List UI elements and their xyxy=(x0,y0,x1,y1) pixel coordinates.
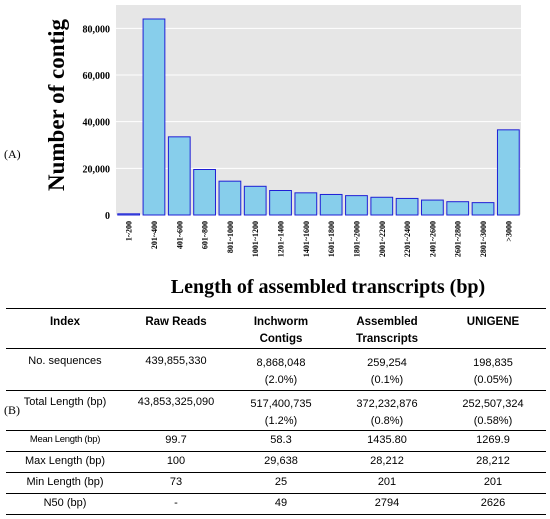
y-tick-label: 40,000 xyxy=(83,118,111,129)
y-axis-label: Number of contig xyxy=(44,18,69,191)
cell: 201 xyxy=(440,472,546,494)
bar xyxy=(117,213,141,216)
bar xyxy=(370,196,394,216)
bar-chart: 0 20,000 40,000 60,000 80,000 1~200 201~400 40… xyxy=(44,5,521,298)
x-tick-label: 1~200 xyxy=(125,221,134,241)
bar xyxy=(142,18,166,216)
row-label: N50 (bp) xyxy=(6,493,124,515)
cell: 8,868,048 (2.0%) xyxy=(228,348,334,391)
cell: 58.3 xyxy=(228,430,334,452)
cell: 259,254 (0.1%) xyxy=(334,348,440,391)
table-row: Min Length (bp) 73 25 201 201 xyxy=(6,472,546,494)
cell: 25 xyxy=(228,472,334,494)
x-tick-label: 1001~1200 xyxy=(251,221,260,257)
table-row: No. sequences 439,855,330 8,868,048 (2.0%… xyxy=(6,348,546,391)
row-label: Min Length (bp) xyxy=(6,472,124,494)
x-tick-label: 601~800 xyxy=(201,221,210,249)
x-tick-label: 401~600 xyxy=(175,221,184,249)
cell: 1269.9 xyxy=(440,430,546,452)
cell: 49 xyxy=(228,493,334,515)
header-assembled-transcripts: Assembled Transcripts xyxy=(334,308,440,349)
bar xyxy=(167,136,191,216)
header-inchworm-contigs: Inchworm Contigs xyxy=(228,308,334,349)
bar xyxy=(193,169,216,216)
bar xyxy=(496,129,520,216)
table-row: Max Length (bp) 100 29,638 28,212 28,212 xyxy=(6,451,546,473)
stats-table: Index Raw Reads Inchworm Contigs Assemble… xyxy=(6,308,546,515)
y-tick-label: 20,000 xyxy=(83,164,111,175)
cell: 439,855,330 xyxy=(124,348,228,391)
cell: 28,212 xyxy=(334,451,440,473)
x-tick-label: 1601~1800 xyxy=(327,221,336,257)
cell: 517,400,735 (1.2%) xyxy=(228,390,334,431)
y-tick-label: 0 xyxy=(105,211,110,222)
header-index: Index xyxy=(6,308,124,349)
row-label: No. sequences xyxy=(6,348,124,391)
y-tick-labels: 0 20,000 40,000 60,000 80,000 xyxy=(83,24,111,222)
cell: 99.7 xyxy=(124,430,228,452)
x-tick-label: 2601~2800 xyxy=(454,221,463,257)
bar xyxy=(471,202,495,216)
cell: 252,507,324 (0.58%) xyxy=(440,390,546,431)
cell: 2626 xyxy=(440,493,546,515)
bar xyxy=(319,193,343,216)
cell: 2794 xyxy=(334,493,440,515)
cell: - xyxy=(124,493,228,515)
bar xyxy=(446,201,470,216)
x-tick-label: 201~400 xyxy=(150,221,159,249)
cell: 28,212 xyxy=(440,451,546,473)
bar xyxy=(269,190,292,216)
row-label: Total Length (bp) xyxy=(6,390,124,431)
x-tick-label: 2001~2200 xyxy=(378,221,387,257)
cell: 43,853,325,090 xyxy=(124,390,228,431)
cell: 100 xyxy=(124,451,228,473)
cell: 1435.80 xyxy=(334,430,440,452)
panel-label-a: (A) xyxy=(4,147,21,161)
bars xyxy=(117,18,520,216)
header-raw-reads: Raw Reads xyxy=(124,308,228,349)
bar xyxy=(218,180,242,216)
cell: 73 xyxy=(124,472,228,494)
x-tick-labels: 1~200 201~400 401~600 601~800 801~1000 1001~1… xyxy=(125,221,514,257)
x-tick-label: >3000 xyxy=(504,221,513,242)
y-tick-label: 80,000 xyxy=(83,24,111,35)
bar xyxy=(395,197,419,216)
bar xyxy=(243,185,267,216)
row-label: Max Length (bp) xyxy=(6,451,124,473)
row-label: Mean Length (bp) xyxy=(6,430,124,452)
bar xyxy=(345,195,368,216)
x-tick-label: 2201~2400 xyxy=(403,221,412,257)
bar xyxy=(421,199,444,216)
table-row: Mean Length (bp) 99.7 58.3 1435.80 1269.… xyxy=(6,430,546,452)
table-row: N50 (bp) - 49 2794 2626 xyxy=(6,493,546,515)
header-unigene: UNIGENE xyxy=(440,308,546,349)
cell: 29,638 xyxy=(228,451,334,473)
table-header-row: Index Raw Reads Inchworm Contigs Assemble… xyxy=(6,308,546,349)
x-tick-label: 801~1000 xyxy=(226,221,235,253)
x-tick-label: 2801~3000 xyxy=(479,221,488,257)
bar xyxy=(294,192,318,216)
cell: 198,835 (0.05%) xyxy=(440,348,546,391)
stats-table-container: Index Raw Reads Inchworm Contigs Assemble… xyxy=(6,308,546,515)
x-tick-label: 1201~1400 xyxy=(277,221,286,257)
y-tick-label: 60,000 xyxy=(83,71,111,82)
cell: 372,232,876 (0.8%) xyxy=(334,390,440,431)
x-tick-label: 1801~2000 xyxy=(352,221,361,257)
x-tick-label: 2401~2600 xyxy=(428,221,437,257)
x-axis-label: Length of assembled transcripts (bp) xyxy=(171,276,485,298)
x-tick-label: 1401~1600 xyxy=(302,221,311,257)
table-row: Total Length (bp) 43,853,325,090 517,400… xyxy=(6,390,546,431)
cell: 201 xyxy=(334,472,440,494)
